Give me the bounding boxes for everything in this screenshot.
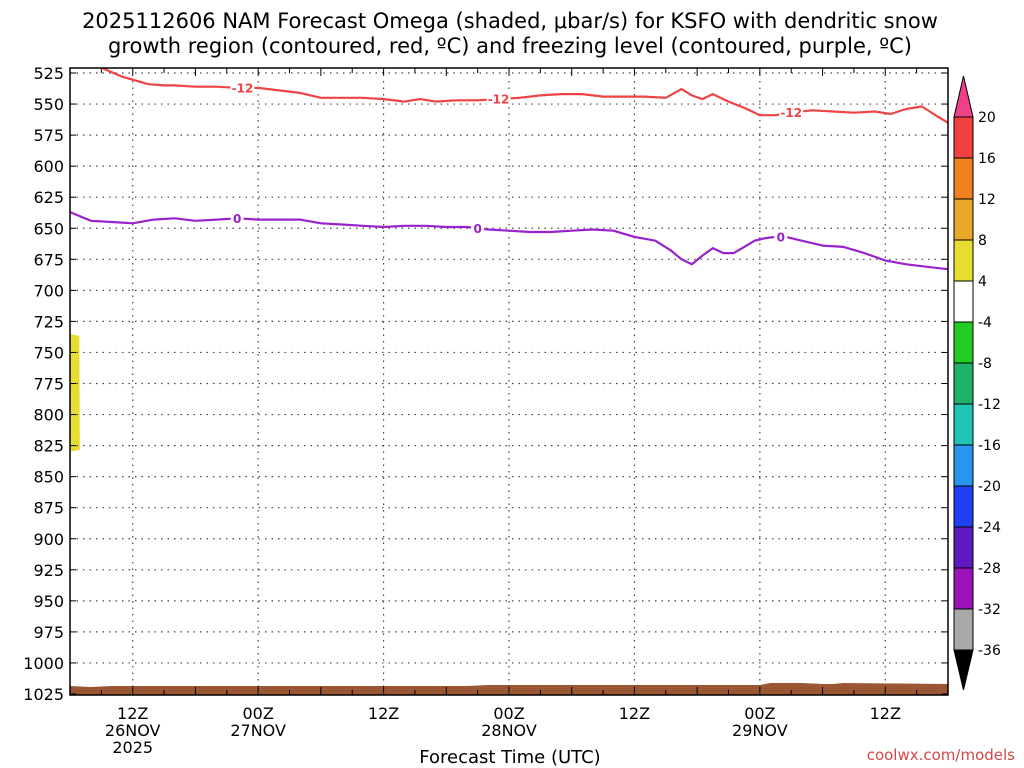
x-tick-label: 2025 <box>112 738 153 757</box>
contour-label-0-1: -12 <box>488 93 510 107</box>
colorbar-tick-label: -8 <box>978 356 992 372</box>
y-tick-label: 825 <box>33 437 64 456</box>
omega-shading <box>70 333 80 452</box>
grid-lines <box>69 68 949 695</box>
contour-label-bg <box>779 105 804 120</box>
colorbar-swatch-3 <box>953 239 974 282</box>
contour-label-1-2: 0 <box>777 230 785 244</box>
y-tick-label: 775 <box>33 375 64 394</box>
contour-lines: -12 -12 -12 0 0 0 <box>70 68 948 271</box>
colorbar-swatch-8 <box>953 444 974 487</box>
x-tick-label: 00Z <box>242 704 273 723</box>
colorbar-swatch-0 <box>953 116 974 159</box>
y-tick-label: 525 <box>33 64 64 83</box>
x-tick-label: 27NOV <box>230 721 286 740</box>
contour-label-0-2: -12 <box>780 106 802 120</box>
contour-label-bg <box>471 221 485 236</box>
contour-label-bg <box>774 229 788 244</box>
x-tick-label: 26NOV <box>105 721 161 740</box>
x-tick-label: 29NOV <box>732 721 788 740</box>
x-tick-label: 28NOV <box>481 721 537 740</box>
colorbar-swatch-6 <box>953 362 974 405</box>
colorbar-swatch-11 <box>953 567 974 610</box>
y-tick-label: 600 <box>33 157 64 176</box>
y-tick-label: 875 <box>33 499 64 518</box>
colorbar-tick-label: -20 <box>978 479 1001 495</box>
chart-title-line-1: 2025112606 NAM Forecast Omega (shaded, μ… <box>82 9 938 33</box>
x-tick-label: 12Z <box>117 704 148 723</box>
y-axis-tick-labels: 525 550 575 600 625 650 675 700 725 750 775 800 825 8… <box>23 64 64 704</box>
colorbar-swatch-10 <box>953 526 974 569</box>
colorbar: 20 16 12 8 4 -4 -8 -12 -16 -20 -24 -28 -32 -36 <box>953 75 1001 691</box>
y-tick-label: 925 <box>33 561 64 580</box>
x-axis-title: Forecast Time (UTC) <box>419 747 600 768</box>
y-tick-label: 750 <box>33 343 64 362</box>
y-tick-label: 900 <box>33 530 64 549</box>
chart-title-line-2: growth region (contoured, red, ºC) and f… <box>108 34 912 58</box>
colorbar-swatch-1 <box>953 157 974 200</box>
colorbar-swatch-4 <box>953 280 974 323</box>
colorbar-swatch-7 <box>953 403 974 446</box>
colorbar-tick-label: -16 <box>978 438 1001 454</box>
omega-shade-region-0 <box>70 333 80 452</box>
x-tick-label: 00Z <box>493 704 524 723</box>
colorbar-tick-label: -28 <box>978 561 1001 577</box>
colorbar-swatch-12 <box>953 608 974 651</box>
colorbar-tick-label: -12 <box>978 397 1001 413</box>
colorbar-tick-label: -36 <box>978 643 1001 659</box>
x-tick-label: 00Z <box>744 704 775 723</box>
colorbar-tick-label: -4 <box>978 315 992 331</box>
y-tick-label: 625 <box>33 188 64 207</box>
contour-label-1-1: 0 <box>473 222 481 236</box>
y-tick-label: 975 <box>33 623 64 642</box>
contour-label-bg <box>486 92 511 107</box>
colorbar-tick-label: -32 <box>978 602 1001 618</box>
colorbar-swatch-5 <box>953 321 974 364</box>
plot-frame <box>69 67 949 696</box>
y-tick-label: 700 <box>33 281 64 300</box>
y-tick-label: 550 <box>33 95 64 114</box>
contour-label-bg <box>230 80 255 95</box>
colorbar-tick-label: 4 <box>978 274 987 290</box>
colorbar-tick-label: 12 <box>978 192 996 208</box>
y-tick-label: 850 <box>33 468 64 487</box>
colorbar-tick-label: 16 <box>978 151 996 167</box>
contour-label-1-0: 0 <box>233 212 241 226</box>
x-tick-label: 12Z <box>619 704 650 723</box>
x-tick-label: 12Z <box>368 704 399 723</box>
contour-label-0-0: -12 <box>232 81 254 95</box>
y-tick-label: 1000 <box>23 654 64 673</box>
series-line-1 <box>70 211 948 271</box>
y-tick-label: 800 <box>33 406 64 425</box>
colorbar-bottom-arrow <box>953 649 974 691</box>
colorbar-tick-label: 8 <box>978 233 987 249</box>
contour-label-bg <box>230 211 244 226</box>
colorbar-tick-label: -24 <box>978 520 1001 536</box>
y-tick-label: 1025 <box>23 685 64 704</box>
y-tick-label: 950 <box>33 592 64 611</box>
credit-text: coolwx.com/models <box>867 746 1015 764</box>
series-line-0 <box>99 68 948 124</box>
colorbar-tick-label: 20 <box>978 110 996 126</box>
colorbar-swatch-9 <box>953 485 974 528</box>
x-tick-label: 12Z <box>870 704 901 723</box>
y-tick-label: 725 <box>33 312 64 331</box>
y-tick-label: 650 <box>33 219 64 238</box>
y-tick-label: 675 <box>33 250 64 269</box>
colorbar-top-arrow <box>953 75 974 118</box>
colorbar-swatch-2 <box>953 198 974 241</box>
y-tick-label: 575 <box>33 126 64 145</box>
